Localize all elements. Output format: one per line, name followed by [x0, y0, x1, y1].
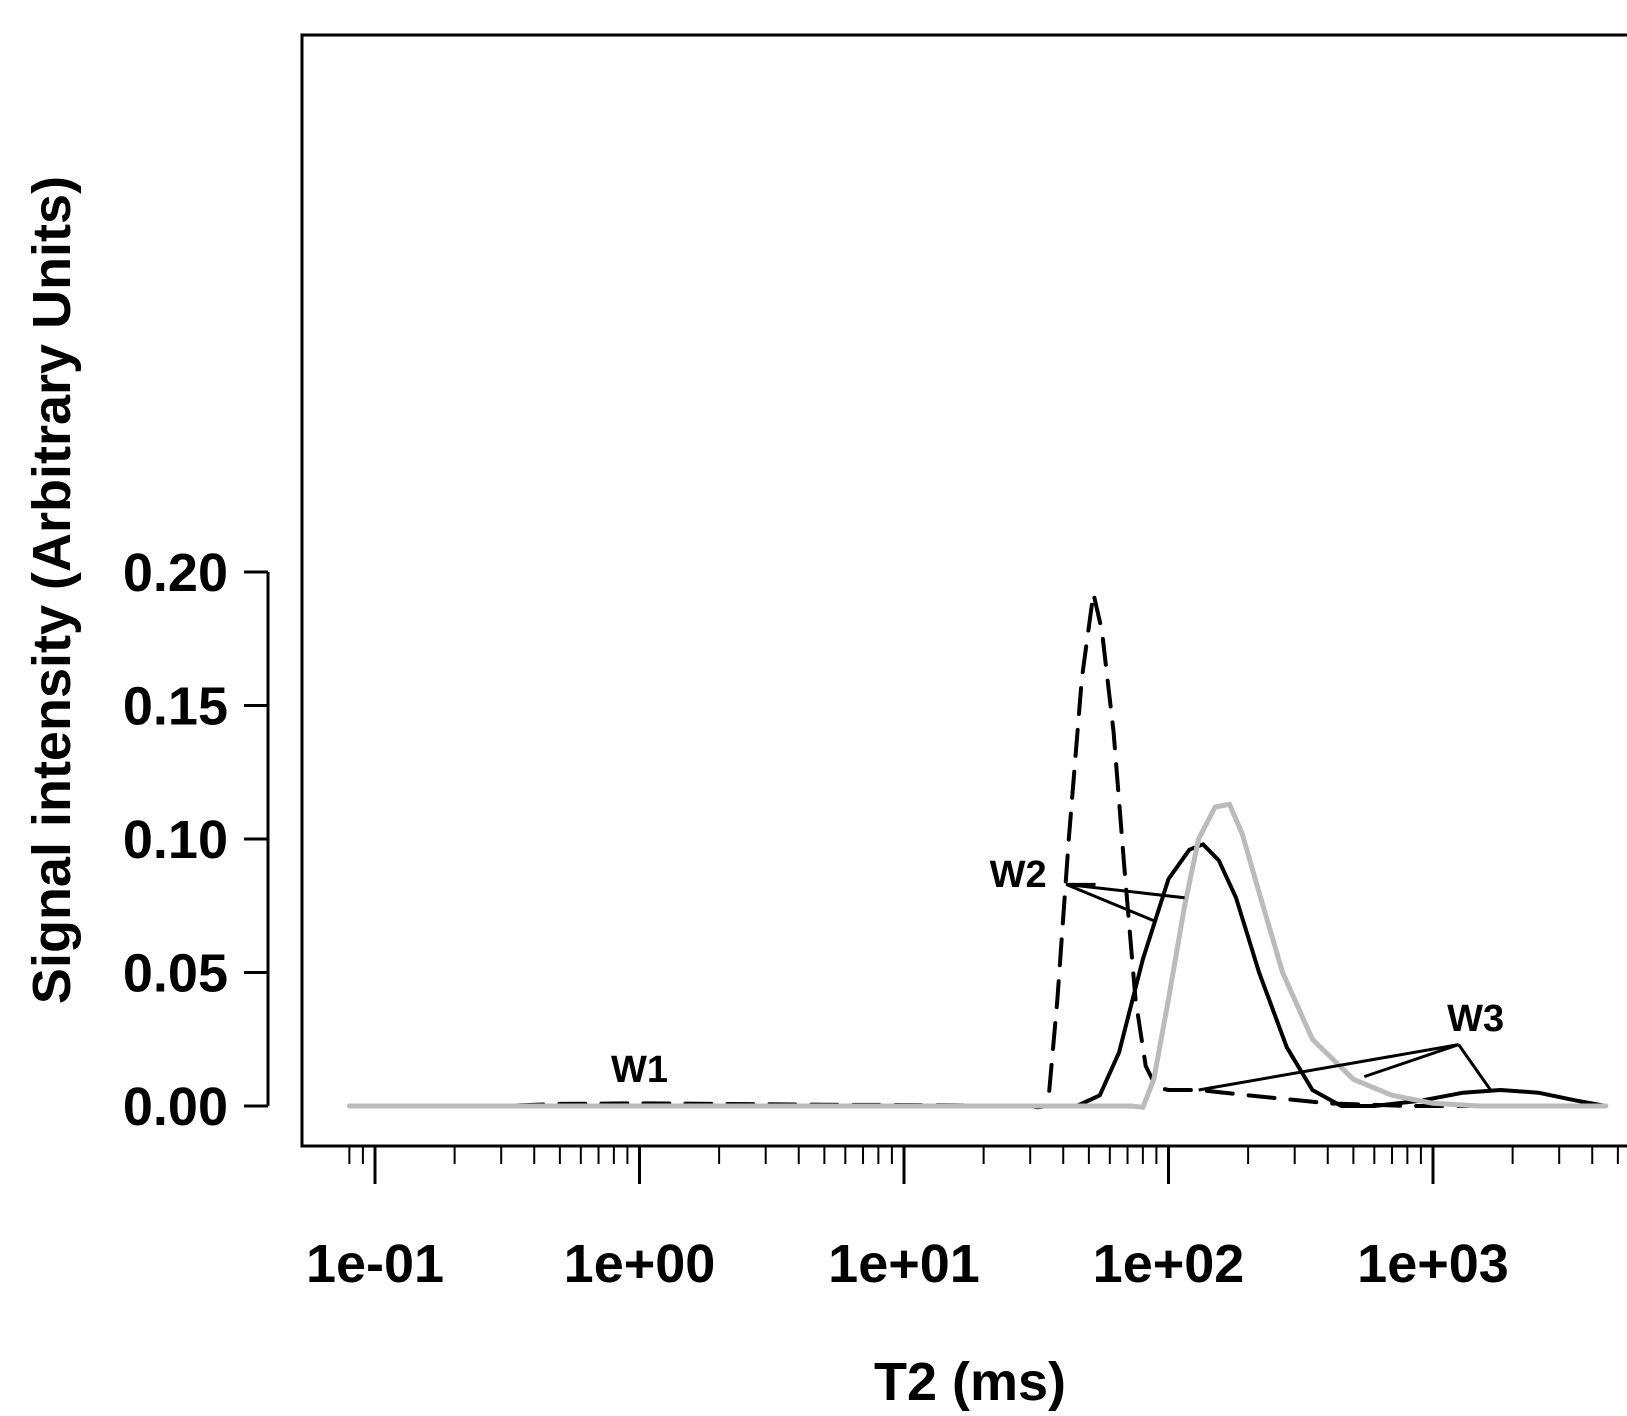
y-tick-label: 0.05: [123, 944, 228, 1004]
annotation-pointer-line: [1065, 882, 1185, 900]
series-layer: [346, 591, 1609, 1110]
y-axis: 0.00 0.05 0.10 0.15 0.20: [123, 543, 270, 1137]
axes-group: [300, 33, 1627, 1148]
annotation-pointer-line: [1457, 1043, 1492, 1091]
x-tick-label: 1e+01: [828, 1234, 980, 1294]
plot-frame: [300, 33, 1627, 1148]
annotation-label: W3: [1447, 998, 1504, 1040]
annotation-label: W1: [611, 1049, 668, 1091]
x-tick-label: 1e+03: [1357, 1234, 1509, 1294]
y-tick-label: 0.10: [123, 810, 228, 870]
y-tick-label: 0.00: [123, 1077, 228, 1137]
annotation-label: W2: [990, 854, 1047, 896]
x-axis-title: T2 (ms): [874, 1352, 1066, 1412]
x-tick-label: 1e-01: [306, 1234, 444, 1294]
annotation-pointer-line: [1363, 1043, 1460, 1079]
y-tick-label: 0.20: [123, 543, 228, 603]
x-axis: 1e-01 1e+00 1e+01 1e+02 1e+03: [306, 1144, 1619, 1294]
series-line-3-solid: [346, 801, 1609, 1110]
y-axis-title: Signal intensity (Arbitrary Units): [22, 176, 82, 1004]
annotation-layer: W1 W2 W3: [611, 854, 1504, 1092]
annotation-pointer-line: [1065, 883, 1157, 924]
annotation-pointer-line: [1198, 1043, 1459, 1092]
x-tick-label: 1e+00: [564, 1234, 716, 1294]
y-tick-label: 0.15: [123, 677, 228, 737]
x-tick-label: 1e+02: [1093, 1234, 1245, 1294]
series-line-2-solid: [347, 842, 1608, 1108]
